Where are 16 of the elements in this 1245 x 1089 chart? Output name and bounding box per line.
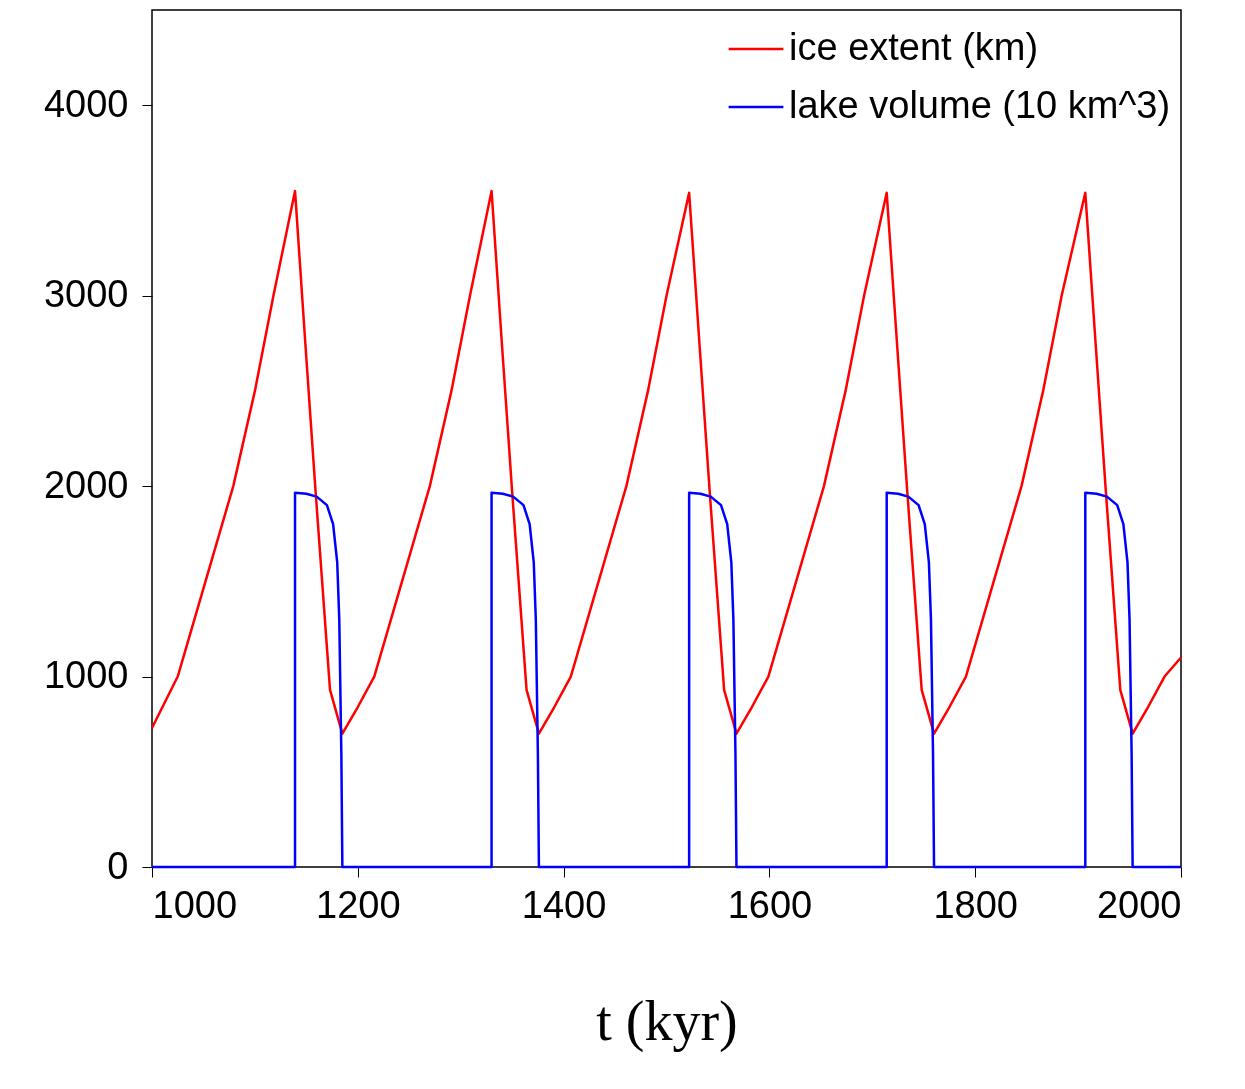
y-tick-label: 4000	[43, 82, 129, 125]
y-tick-label: 0	[107, 844, 129, 887]
line-series	[150, 491, 1183, 869]
y-tick-label: 3000	[43, 273, 129, 316]
line-series	[150, 189, 1183, 735]
legend-label: ice extent (km)	[789, 26, 1039, 68]
y-tick-label: 1000	[43, 654, 129, 697]
y-tick-label: 2000	[43, 463, 129, 506]
x-tick-label: 1600	[727, 883, 813, 926]
legend-label: lake volume (10 km^3)	[789, 84, 1171, 126]
x-tick-label: 1000	[152, 883, 238, 926]
x-tick-label: 1800	[933, 883, 1018, 926]
x-tick-label: 1200	[316, 883, 401, 926]
x-tick-label: 2000	[1096, 883, 1182, 926]
x-axis-title: t (kyr)	[596, 989, 738, 1053]
x-tick-label: 1400	[521, 883, 607, 926]
